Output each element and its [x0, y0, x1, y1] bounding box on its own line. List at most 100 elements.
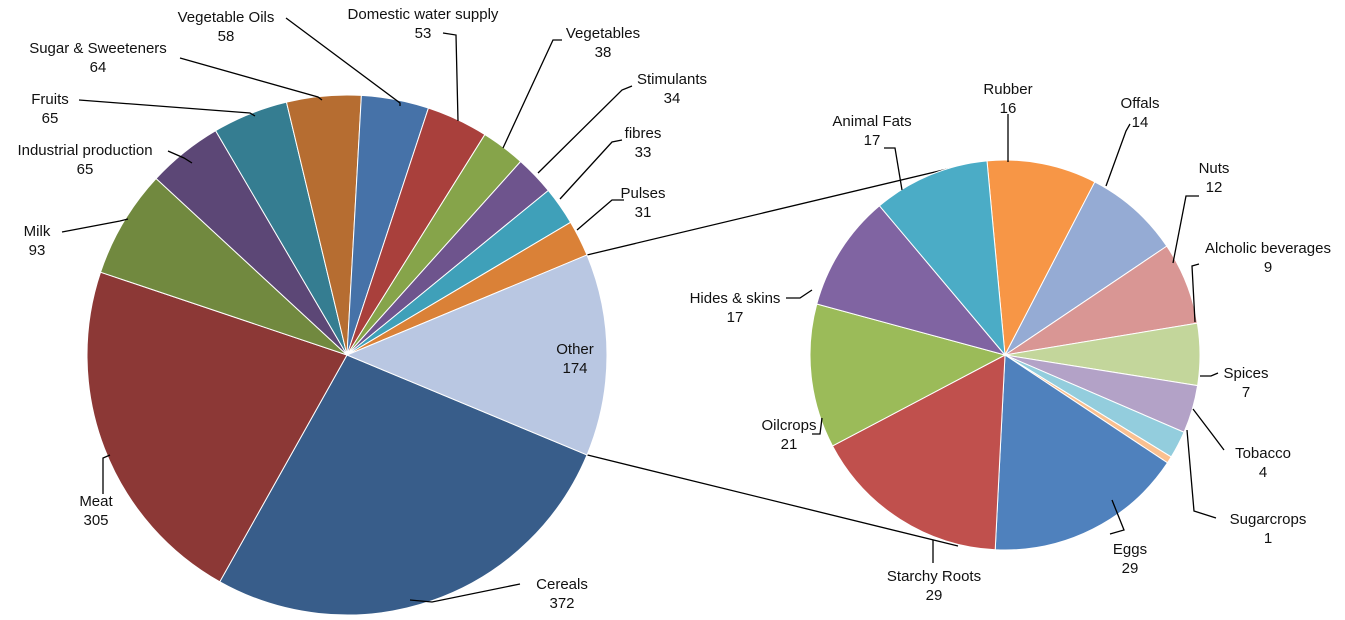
connector-line-top: [586, 165, 961, 256]
slice-value-text: 16: [1000, 100, 1017, 117]
secondary-leader-hides-and-skins: [786, 289, 813, 299]
slice-value-text: 93: [29, 242, 46, 259]
main-leader-fruits: [78, 99, 256, 117]
main-slice-meat: [86, 271, 348, 583]
slice-label-text: fibres: [625, 125, 662, 142]
slice-label-text: Meat: [79, 493, 113, 510]
slice-value-text: 34: [664, 90, 681, 107]
secondary-leader-alcholic-beverages: [1191, 263, 1200, 323]
secondary-slice-offals: [1004, 181, 1168, 356]
secondary-label-rubber: Rubber 16: [983, 81, 1033, 162]
slice-label-text: Milk: [24, 223, 51, 240]
slice-value-text: 12: [1206, 179, 1223, 196]
slice-label-text: Other: [556, 341, 594, 358]
slice-label-text: Rubber: [983, 81, 1032, 98]
secondary-leader-animal-fats: [884, 147, 903, 191]
main-leader-cereals: [409, 583, 521, 603]
main-leader-vegetables: [502, 39, 562, 149]
slice-label-text: Vegetables: [566, 25, 640, 42]
slice-label-text: Cereals: [536, 576, 588, 593]
slice-value-text: 38: [595, 44, 612, 61]
main-label-cereals: Cereals 372: [409, 576, 588, 612]
slice-value-text: 1: [1264, 530, 1272, 547]
secondary-slice-eggs: [994, 354, 1169, 551]
slice-value-text: 9: [1264, 259, 1272, 276]
secondary-pie: [809, 159, 1201, 551]
main-label-vegetable-oils: Vegetable Oils 58: [178, 9, 401, 106]
secondary-label-nuts: Nuts 12: [1172, 160, 1230, 264]
main-slice-milk: [99, 177, 348, 356]
slice-label-text: Hides & skins: [690, 290, 781, 307]
secondary-label-alcholic-beverages: Alcholic beverages 9: [1191, 240, 1331, 323]
data-labels: Cereals 372 Meat 305 Milk 93 Industrial produc…: [17, 6, 1331, 612]
slice-label-text: Fruits: [31, 91, 69, 108]
slice-label-text: Stimulants: [637, 71, 707, 88]
slice-label-text: Alcholic beverages: [1205, 240, 1331, 257]
secondary-slice-rubber: [986, 159, 1096, 357]
main-leader-stimulants: [537, 85, 633, 174]
slice-label-text: Sugar & Sweeteners: [29, 40, 167, 57]
slice-value-text: 372: [549, 595, 574, 612]
main-label-stimulants: Stimulants 34: [537, 71, 707, 174]
slice-value-text: 29: [1122, 560, 1139, 577]
main-label-vegetables: Vegetables 38: [502, 25, 640, 149]
slice-label-text: Offals: [1121, 95, 1160, 112]
main-label-domestic-water-supply: Domestic water supply 53: [348, 6, 499, 122]
slice-value-text: 305: [83, 512, 108, 529]
main-leader-pulses: [576, 199, 624, 231]
main-label-other: Other 174: [556, 341, 594, 377]
secondary-leader-tobacco: [1192, 408, 1225, 451]
slice-label-text: Vegetable Oils: [178, 9, 275, 26]
main-label-meat: Meat 305: [79, 454, 114, 529]
slice-label-text: Nuts: [1199, 160, 1230, 177]
secondary-label-eggs: Eggs 29: [1109, 499, 1147, 577]
slice-label-text: Industrial production: [17, 142, 152, 159]
slice-label-text: Eggs: [1113, 541, 1147, 558]
main-label-industrial-production: Industrial production 65: [17, 142, 193, 178]
slice-value-text: 14: [1132, 114, 1149, 131]
slice-value-text: 17: [727, 309, 744, 326]
slice-value-text: 17: [864, 132, 881, 149]
main-leader-vegetable-oils: [285, 17, 401, 106]
main-label-fibres: fibres 33: [559, 125, 662, 200]
slice-value-text: 58: [218, 28, 235, 45]
slice-label-text: Spices: [1223, 365, 1268, 382]
slice-label-text: Sugarcrops: [1230, 511, 1307, 528]
slice-value-text: 31: [635, 204, 652, 221]
connector-lines: [586, 165, 961, 547]
secondary-slice-starchy-roots: [831, 354, 1006, 551]
secondary-leader-nuts: [1172, 195, 1199, 264]
main-leader-meat: [102, 454, 111, 494]
slice-label-text: Oilcrops: [761, 417, 816, 434]
secondary-label-spices: Spices 7: [1200, 365, 1269, 401]
main-label-fruits: Fruits 65: [31, 91, 256, 127]
secondary-label-offals: Offals 14: [1105, 95, 1160, 187]
slice-value-text: 65: [77, 161, 94, 178]
secondary-slice-hides-and-skins: [816, 205, 1007, 356]
main-leader-sugar-and-sweeteners: [179, 57, 323, 101]
secondary-slice-animal-fats: [878, 160, 1006, 357]
main-pie: [86, 94, 608, 616]
slice-label-text: Starchy Roots: [887, 568, 981, 585]
secondary-leader-spices: [1200, 372, 1219, 377]
slice-value-text: 21: [781, 436, 798, 453]
slice-label-text: Tobacco: [1235, 445, 1291, 462]
slice-label-text: Animal Fats: [832, 113, 911, 130]
slice-value-text: 174: [562, 360, 587, 377]
main-label-pulses: Pulses 31: [576, 185, 666, 231]
slice-value-text: 29: [926, 587, 943, 604]
secondary-label-tobacco: Tobacco 4: [1192, 408, 1291, 481]
secondary-leader-oilcrops: [812, 417, 823, 435]
slice-value-text: 53: [415, 25, 432, 42]
slice-value-text: 7: [1242, 384, 1250, 401]
main-label-milk: Milk 93: [24, 218, 129, 259]
secondary-label-sugarcrops: Sugarcrops 1: [1186, 429, 1307, 547]
main-leader-industrial-production: [167, 150, 193, 164]
slice-value-text: 65: [42, 110, 59, 127]
secondary-label-starchy-roots: Starchy Roots 29: [887, 540, 981, 604]
main-leader-fibres: [559, 139, 623, 200]
main-leader-domestic-water-supply: [442, 32, 459, 122]
secondary-label-hides-and-skins: Hides & skins 17: [690, 289, 813, 326]
slice-value-text: 33: [635, 144, 652, 161]
